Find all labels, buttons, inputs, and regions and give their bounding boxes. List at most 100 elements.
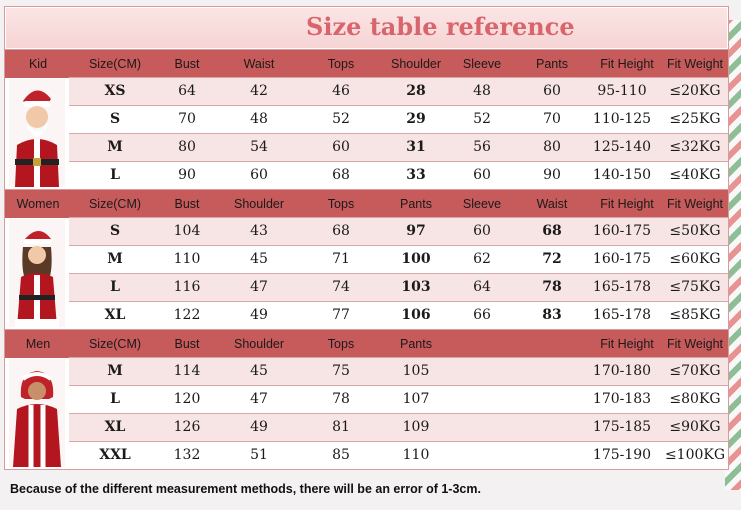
size-table-card: Size table reference Kid Size(CM) Bust Wais… [4,6,729,470]
size-cell: M [107,363,123,379]
size-cell: XS [104,83,126,99]
section-label: Women [16,197,60,211]
column-header: Tops [327,337,355,351]
size-cell: XL [104,307,126,323]
size-cell: S [109,111,121,127]
column-header: Shoulder [390,57,442,71]
column-header: Pants [400,197,432,211]
table-cell: 81 [332,419,350,435]
table-cell: 175-185 [592,419,652,435]
size-cell: M [107,251,123,267]
table-cell: 77 [332,307,350,323]
table-cell: 33 [406,167,426,183]
table-cell: 60 [543,83,561,99]
table-cell: 72 [542,251,562,267]
table-cell: 100 [401,251,431,267]
table-cell: ≤70KG [669,363,721,379]
table-cell: ≤100KG [664,447,726,463]
table-cell: 110 [402,447,430,463]
women-model-photo [9,219,65,327]
table-cell: 160-175 [592,223,652,239]
column-header: Fit Weight [666,57,724,71]
table-cell: 80 [178,139,196,155]
column-header: Shoulder [233,197,285,211]
table-cell: 110 [173,251,201,267]
decorative-stripes [725,20,741,490]
men-model-photo [9,359,65,467]
table-cell: ≤20KG [669,83,721,99]
column-header: Pants [536,57,568,71]
column-header: Bust [174,197,200,211]
table-cell: 170-180 [592,363,652,379]
table-cell: 29 [406,111,426,127]
table-cell: 110-125 [592,111,652,127]
column-header: Tops [327,197,355,211]
women-header-row: Women Size(CM) Bust Shoulder Tops Pants Sleeve… [5,189,728,218]
table-cell: 109 [402,419,430,435]
column-header: Fit Height [600,337,654,351]
column-header: Waist [536,197,568,211]
table-cell: 165-178 [592,307,652,323]
table-cell: 52 [473,111,491,127]
column-header: Fit Height [600,197,654,211]
size-cell: L [110,391,120,407]
table-row: L 90 60 68 33 60 90 140-150 ≤40KG [69,161,728,190]
table-cell: 46 [332,83,350,99]
table-cell: 175-190 [592,447,652,463]
table-cell: 64 [178,83,196,99]
table-cell: 45 [250,363,268,379]
table-cell: 75 [332,363,350,379]
table-cell: ≤25KG [669,111,721,127]
table-cell: 125-140 [592,139,652,155]
table-cell: 49 [250,307,268,323]
table-cell: 78 [332,391,350,407]
table-cell: 95-110 [597,83,647,99]
section-label: Men [25,337,51,351]
column-header: Bust [174,57,200,71]
measurement-note: Because of the different measurement met… [10,482,481,496]
table-cell: 70 [178,111,196,127]
table-cell: 170-183 [592,391,652,407]
table-cell: 114 [173,363,201,379]
section-label: Kid [28,57,48,71]
table-cell: 132 [173,447,201,463]
column-header: Waist [243,57,275,71]
table-cell: 90 [543,167,561,183]
column-header: Size(CM) [88,197,142,211]
column-header: Fit Weight [666,197,724,211]
table-cell: 60 [473,223,491,239]
table-cell: 51 [250,447,268,463]
table-cell: 126 [173,419,201,435]
table-cell: ≤32KG [669,139,721,155]
table-cell: 42 [250,83,268,99]
table-row: L 116 47 74 103 64 78 165-178 ≤75KG [69,273,728,302]
table-cell: 116 [173,279,201,295]
table-row: XXL 132 51 85 110 175-190 ≤100KG [69,441,728,470]
table-cell: 52 [332,111,350,127]
table-cell: 62 [473,251,491,267]
table-cell: 165-178 [592,279,652,295]
table-cell: 122 [173,307,201,323]
table-cell: 28 [406,83,426,99]
table-row: M 80 54 60 31 56 80 125-140 ≤32KG [69,133,728,162]
table-cell: 43 [250,223,268,239]
size-cell: L [110,279,120,295]
table-cell: 47 [250,279,268,295]
table-cell: 48 [473,83,491,99]
table-cell: 83 [542,307,562,323]
table-cell: 56 [473,139,491,155]
size-cell: XL [104,419,126,435]
table-cell: 70 [543,111,561,127]
column-header: Pants [400,337,432,351]
table-cell: 104 [173,223,201,239]
table-cell: 64 [473,279,491,295]
table-row: S 70 48 52 29 52 70 110-125 ≤25KG [69,105,728,134]
table-cell: 48 [250,111,268,127]
table-row: M 114 45 75 105 170-180 ≤70KG [69,357,728,386]
table-cell: 97 [406,223,426,239]
size-cell: M [107,139,123,155]
table-row: XL 122 49 77 106 66 83 165-178 ≤85KG [69,301,728,330]
table-cell: 160-175 [592,251,652,267]
table-cell: 106 [401,307,431,323]
table-cell: 80 [543,139,561,155]
